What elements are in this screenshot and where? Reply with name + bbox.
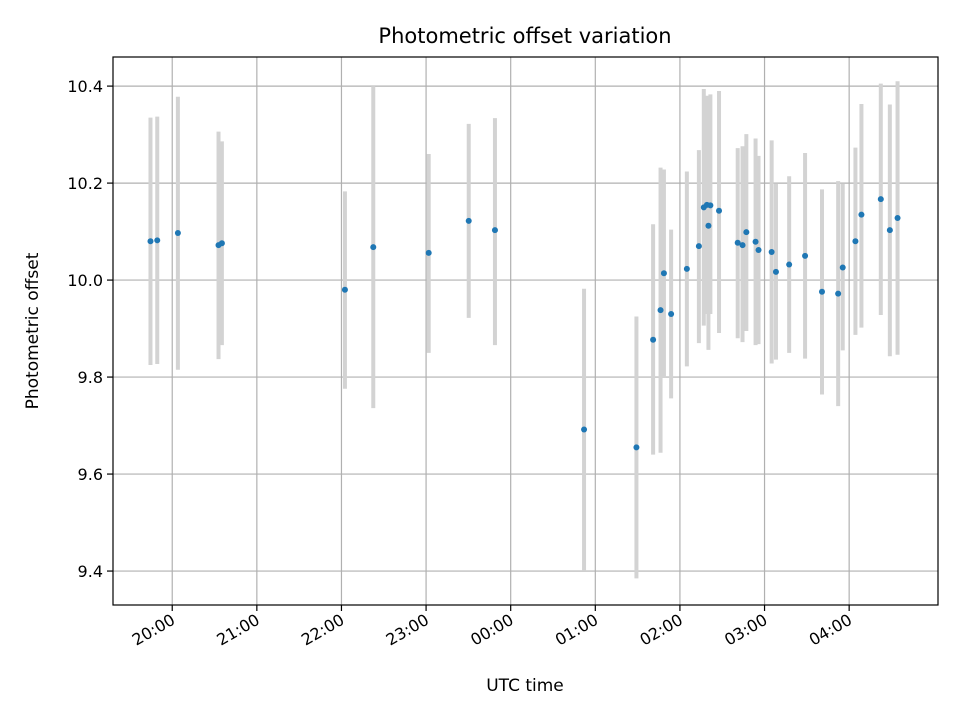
data-point xyxy=(768,248,775,255)
data-point xyxy=(218,240,225,247)
data-point xyxy=(752,238,759,245)
data-point xyxy=(425,249,432,256)
y-axis-label: Photometric offset xyxy=(23,252,43,409)
data-point xyxy=(465,217,472,224)
grid xyxy=(113,57,938,605)
data-point xyxy=(739,242,746,249)
data-point xyxy=(852,238,859,245)
y-tick-label: 9.8 xyxy=(78,368,103,387)
data-point xyxy=(716,207,723,214)
data-point xyxy=(650,336,657,343)
data-point xyxy=(839,264,846,271)
data-point xyxy=(886,227,893,234)
data-point xyxy=(491,227,498,234)
data-point xyxy=(818,288,825,295)
data-point xyxy=(657,307,664,314)
data-point xyxy=(707,202,714,209)
y-tick-label: 9.4 xyxy=(78,562,103,581)
data-points xyxy=(147,196,901,451)
data-point xyxy=(581,426,588,433)
plot-frame xyxy=(112,56,939,606)
x-axis-label: UTC time xyxy=(486,676,564,696)
data-point xyxy=(668,311,675,318)
data-point xyxy=(734,239,741,246)
data-point xyxy=(633,444,640,451)
data-point xyxy=(877,196,884,203)
data-point xyxy=(660,270,667,277)
data-point xyxy=(705,222,712,229)
data-point xyxy=(370,244,377,251)
data-point xyxy=(802,252,809,259)
data-point xyxy=(835,290,842,297)
data-point xyxy=(858,211,865,218)
y-tick-label: 10.4 xyxy=(67,77,103,96)
chart-title: Photometric offset variation xyxy=(378,24,671,48)
data-point xyxy=(786,261,793,268)
y-tick-label: 10.0 xyxy=(67,271,103,290)
data-point xyxy=(894,215,901,222)
data-point xyxy=(147,238,154,245)
data-point xyxy=(341,286,348,293)
y-tick-label: 10.2 xyxy=(67,174,103,193)
data-point xyxy=(743,229,750,236)
data-point xyxy=(695,243,702,250)
data-point xyxy=(174,230,181,237)
data-point xyxy=(154,237,161,244)
data-point xyxy=(755,247,762,254)
y-tick-label: 9.6 xyxy=(78,465,103,484)
data-point xyxy=(772,268,779,275)
data-point xyxy=(683,265,690,272)
